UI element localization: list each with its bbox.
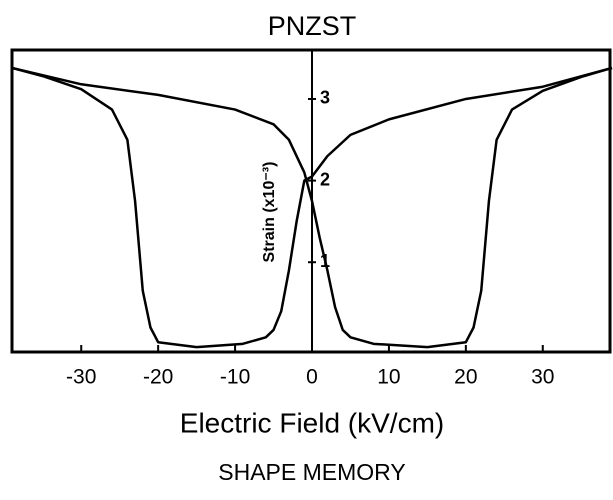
line [11, 66, 613, 349]
x-tick-label: 10 [377, 366, 400, 389]
x-axis-label: Electric Field (kV/cm) [180, 407, 444, 438]
x-tick-label: -30 [66, 366, 96, 389]
y-tick-label: 3 [320, 88, 330, 108]
x-tick-label: 20 [454, 366, 477, 389]
chart-title: PNZST [268, 11, 357, 41]
x-tick-label: -20 [143, 366, 173, 389]
line [11, 66, 613, 349]
x-tick-label: 30 [531, 366, 554, 389]
y-axis-label: Strain (x10⁻³) [261, 162, 278, 263]
x-tick-label: 0 [306, 366, 318, 389]
x-tick-label: -10 [220, 366, 250, 389]
y-tick-label: 2 [320, 169, 330, 189]
caption: SHAPE MEMORY [218, 459, 405, 485]
